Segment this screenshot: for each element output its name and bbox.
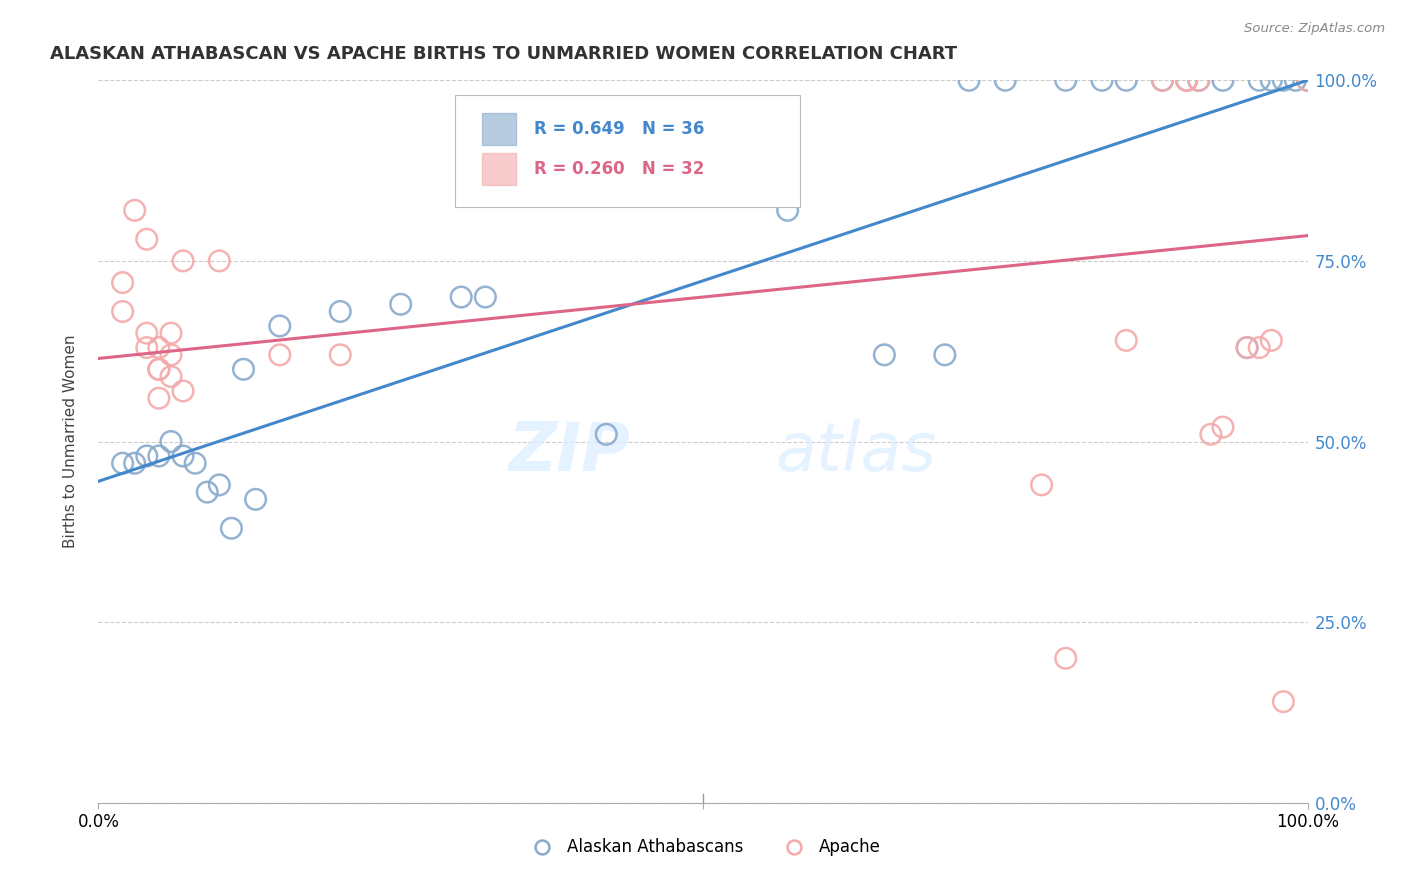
Point	[1175, 73, 1198, 87]
Point	[148, 449, 170, 463]
Point	[124, 203, 146, 218]
Point	[474, 290, 496, 304]
Point	[208, 253, 231, 268]
Point	[1212, 420, 1234, 434]
Y-axis label: Births to Unmarried Women: Births to Unmarried Women	[63, 334, 77, 549]
Point	[1091, 73, 1114, 87]
Point	[245, 492, 267, 507]
Point	[1054, 73, 1077, 87]
Point	[1212, 73, 1234, 87]
Point	[148, 362, 170, 376]
Point	[160, 369, 183, 384]
Point	[232, 362, 254, 376]
Point	[269, 348, 291, 362]
Text: R = 0.649   N = 36: R = 0.649 N = 36	[534, 120, 704, 138]
Point	[1296, 73, 1319, 87]
Point	[208, 478, 231, 492]
Point	[957, 73, 980, 87]
Point	[1249, 73, 1271, 87]
Point	[135, 232, 157, 246]
Point	[1260, 73, 1282, 87]
Point	[135, 449, 157, 463]
Point	[1115, 73, 1137, 87]
Point	[172, 253, 194, 268]
FancyBboxPatch shape	[482, 153, 516, 185]
Point	[1031, 478, 1053, 492]
Point	[221, 521, 243, 535]
Point	[934, 348, 956, 362]
Point	[595, 427, 617, 442]
Point	[1152, 73, 1174, 87]
Legend: Alaskan Athabascans, Apache: Alaskan Athabascans, Apache	[519, 831, 887, 863]
Point	[135, 341, 157, 355]
Point	[1236, 341, 1258, 355]
Point	[111, 304, 134, 318]
Point	[1260, 334, 1282, 348]
Point	[1054, 651, 1077, 665]
Point	[1115, 334, 1137, 348]
Text: ZIP: ZIP	[509, 419, 630, 485]
Point	[1175, 73, 1198, 87]
Point	[124, 456, 146, 470]
Point	[329, 304, 352, 318]
Point	[111, 276, 134, 290]
Point	[184, 456, 207, 470]
Point	[1284, 73, 1306, 87]
Point	[148, 391, 170, 405]
Point	[389, 297, 412, 311]
Point	[1249, 341, 1271, 355]
Point	[172, 384, 194, 398]
Point	[994, 73, 1017, 87]
Point	[1175, 73, 1198, 87]
Point	[111, 456, 134, 470]
Point	[873, 348, 896, 362]
Point	[1188, 73, 1211, 87]
Point	[1272, 695, 1295, 709]
Point	[135, 326, 157, 340]
Text: R = 0.260   N = 32: R = 0.260 N = 32	[534, 161, 704, 178]
Point	[269, 318, 291, 333]
Point	[160, 434, 183, 449]
FancyBboxPatch shape	[456, 95, 800, 207]
Point	[1199, 427, 1222, 442]
Point	[160, 348, 183, 362]
Text: atlas: atlas	[776, 419, 936, 485]
Text: ALASKAN ATHABASCAN VS APACHE BIRTHS TO UNMARRIED WOMEN CORRELATION CHART: ALASKAN ATHABASCAN VS APACHE BIRTHS TO U…	[51, 45, 957, 63]
FancyBboxPatch shape	[482, 112, 516, 145]
Point	[776, 203, 799, 218]
Point	[172, 449, 194, 463]
Point	[450, 290, 472, 304]
Point	[1188, 73, 1211, 87]
Point	[1272, 73, 1295, 87]
Point	[148, 341, 170, 355]
Point	[148, 362, 170, 376]
Text: Source: ZipAtlas.com: Source: ZipAtlas.com	[1244, 22, 1385, 36]
Point	[1152, 73, 1174, 87]
Point	[1236, 341, 1258, 355]
Point	[160, 326, 183, 340]
Point	[1296, 73, 1319, 87]
Point	[195, 485, 218, 500]
Point	[329, 348, 352, 362]
